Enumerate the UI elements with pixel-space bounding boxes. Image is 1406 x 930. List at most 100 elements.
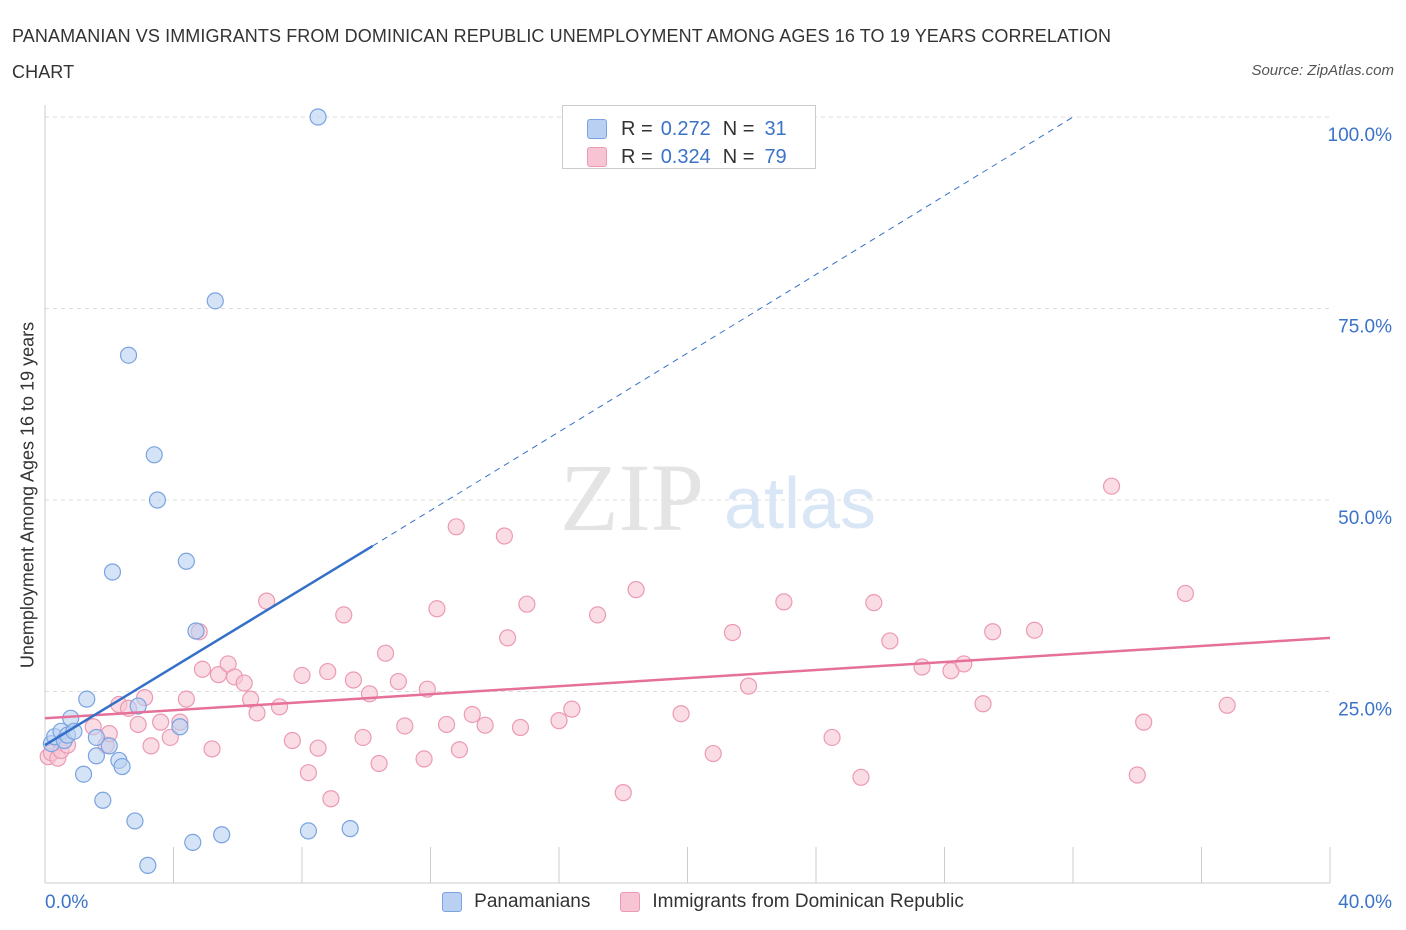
data-point [309, 108, 327, 126]
legend-swatch-blue [442, 892, 463, 912]
y-tick-label: 75.0% [1338, 317, 1392, 338]
legend-label: Immigrants from Dominican Republic [652, 891, 964, 912]
n-value: 31 [764, 117, 787, 140]
data-point [100, 737, 118, 755]
x-tick-label: 40.0% [1338, 892, 1392, 913]
tick-labels: 25.0% 50.0% 75.0% 100.0% 0.0% 40.0% [45, 125, 1392, 913]
data-point [119, 346, 138, 364]
data-point [1128, 766, 1146, 784]
data-point [881, 632, 899, 650]
data-point [588, 606, 607, 624]
data-point [177, 552, 195, 570]
n-label: N = [722, 145, 755, 168]
data-point [319, 662, 337, 681]
data-point [775, 593, 793, 611]
r-label: R = [621, 145, 653, 168]
data-point [309, 739, 327, 757]
legend-item-dominican: Immigrants from Dominican Republic [620, 888, 964, 916]
source-label: Source: ZipAtlas.com [1251, 62, 1394, 79]
data-point [396, 717, 414, 735]
data-point [206, 292, 224, 310]
data-point [341, 820, 359, 838]
n-value: 79 [764, 145, 787, 168]
data-point [113, 757, 131, 776]
data-point [370, 754, 388, 773]
legend-item-panamanians: Panamanians [442, 888, 590, 916]
data-point [322, 790, 340, 808]
trend-line-blue [44, 544, 374, 747]
data-point [723, 623, 742, 642]
data-point [344, 671, 362, 689]
data-point [293, 666, 311, 685]
data-point [94, 791, 112, 809]
data-point [518, 595, 536, 613]
correlation-legend: R = 0.272 N = 31 R = 0.324 N = 79 [562, 105, 816, 169]
data-point [129, 715, 147, 734]
trend-lines [44, 116, 1331, 747]
data-point [739, 677, 758, 695]
data-point [550, 712, 568, 730]
series-legend: Panamanians Immigrants from Dominican Re… [0, 888, 1406, 916]
data-point [78, 690, 96, 708]
y-tick-label: 100.0% [1328, 125, 1393, 146]
data-point [511, 718, 530, 737]
watermark: ZIP atlas [560, 444, 876, 551]
data-point [563, 700, 581, 718]
data-point [148, 491, 167, 509]
data-point [974, 695, 992, 713]
y-axis-label: Unemployment Among Ages 16 to 19 years [17, 321, 38, 669]
data-point [335, 606, 353, 624]
data-point [823, 728, 841, 747]
data-point [354, 728, 372, 747]
data-point [852, 768, 870, 786]
legend-swatch-pink [620, 892, 641, 912]
data-point [614, 784, 632, 802]
data-point [184, 833, 202, 852]
data-point [428, 600, 446, 618]
data-point [627, 581, 645, 599]
data-point [142, 737, 160, 755]
data-point [437, 715, 456, 734]
data-point [213, 826, 231, 844]
data-point [1176, 584, 1195, 603]
data-point [865, 594, 883, 612]
data-point [1218, 696, 1236, 714]
data-point [450, 741, 469, 759]
data-point [103, 563, 122, 581]
r-value: 0.324 [660, 145, 711, 168]
data-point [955, 655, 973, 673]
data-point [139, 856, 157, 874]
data-point [126, 812, 144, 830]
watermark-zip: ZIP [560, 444, 704, 551]
r-value: 0.272 [660, 117, 711, 140]
data-point [499, 629, 517, 647]
data-point [129, 697, 147, 715]
legend-swatch-pink [587, 147, 607, 167]
data-point [984, 623, 1002, 641]
watermark-atlas: atlas [724, 464, 876, 544]
data-point [171, 718, 189, 736]
gridlines [45, 116, 1330, 692]
legend-row-dominican: R = 0.324 N = 79 [587, 144, 787, 170]
data-point [389, 672, 407, 691]
data-point [672, 705, 690, 723]
data-point [283, 731, 301, 750]
data-point [248, 704, 266, 722]
data-point [913, 658, 931, 676]
n-label: N = [722, 117, 755, 140]
data-point [476, 716, 494, 734]
data-point [1135, 713, 1153, 731]
data-point [74, 765, 93, 783]
data-point [161, 728, 179, 747]
data-point [145, 446, 163, 464]
data-point [193, 660, 212, 678]
data-point [87, 747, 106, 765]
data-point [152, 713, 170, 731]
r-label: R = [621, 117, 653, 140]
trend-line-blue-dashed [372, 116, 1074, 547]
legend-row-panamanians: R = 0.272 N = 31 [587, 116, 787, 142]
data-point [704, 744, 722, 763]
data-point [1025, 621, 1044, 639]
data-point [415, 750, 433, 768]
